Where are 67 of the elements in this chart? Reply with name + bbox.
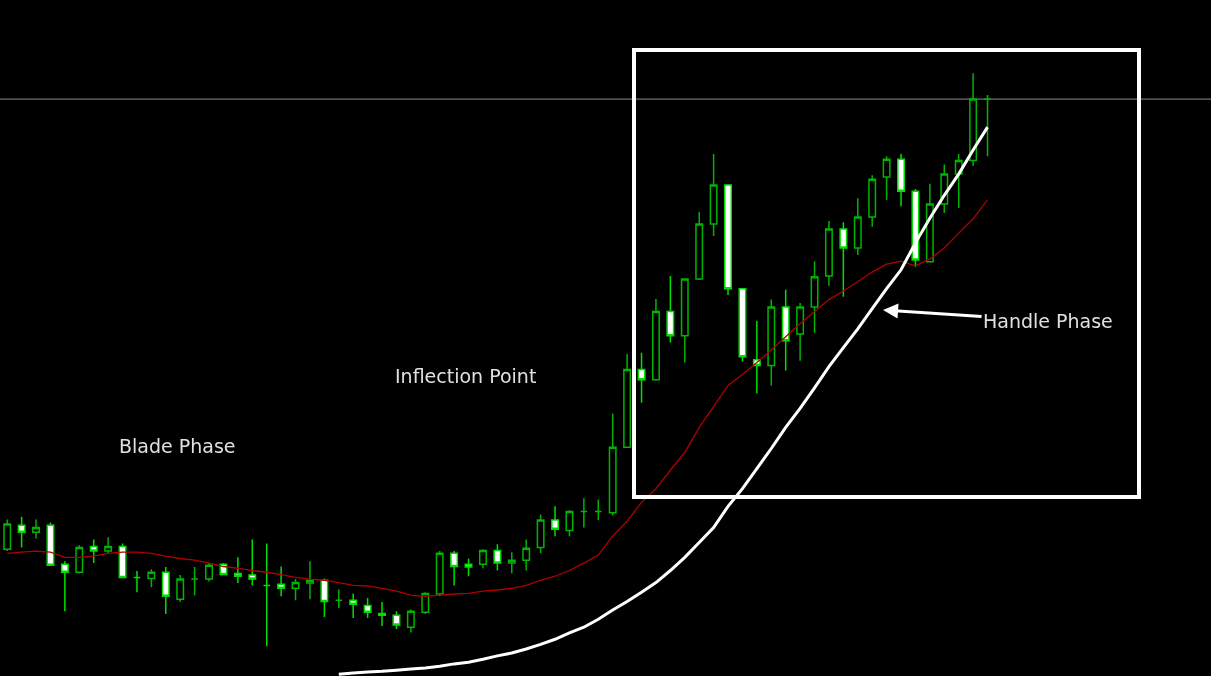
candlestick (277, 565, 286, 598)
candlestick (60, 560, 69, 612)
candlestick (75, 544, 84, 575)
candlestick (666, 275, 675, 344)
candlestick (46, 521, 55, 567)
candlestick (305, 560, 314, 600)
candlestick (868, 174, 877, 228)
candlestick (320, 577, 329, 618)
candlestick (637, 352, 646, 404)
candlestick (464, 557, 473, 577)
candlestick (450, 550, 459, 587)
candlestick (32, 518, 41, 540)
candlestick (132, 570, 141, 594)
candlestick (911, 188, 920, 268)
candlestick (248, 538, 257, 587)
candlestick (810, 260, 819, 334)
candlestick (190, 566, 199, 596)
candlestick (378, 601, 387, 627)
candlestick (796, 302, 805, 362)
candlestick (507, 551, 516, 575)
candlestick (104, 536, 113, 555)
candlestick (262, 542, 271, 647)
candlestick (724, 183, 733, 296)
candlestick (478, 548, 487, 569)
candlestick (579, 497, 588, 529)
candlestick (709, 153, 718, 237)
candlestick (118, 542, 127, 579)
candlestick (349, 592, 358, 619)
candlestick (522, 538, 531, 572)
candlestick (651, 298, 660, 381)
candlestick (781, 289, 790, 372)
annotation: Blade Phase (119, 435, 236, 457)
candlestick (839, 221, 848, 298)
candlestick (594, 498, 603, 521)
candlestick (147, 568, 156, 588)
candlestick (752, 320, 761, 395)
annotation: Inflection Point (395, 365, 537, 387)
candlestick (233, 556, 242, 584)
candlestick (3, 518, 12, 552)
candlestick (536, 513, 545, 555)
candlestick (161, 566, 170, 615)
candlestick (176, 574, 185, 603)
candlestick (435, 550, 444, 598)
candlestick (738, 287, 747, 363)
candlestick (969, 72, 978, 167)
candlestick (205, 562, 214, 583)
candlestick (406, 608, 415, 634)
candlestick (897, 153, 905, 207)
candlestick (493, 543, 502, 572)
candlestick (363, 597, 372, 619)
candlestick (17, 515, 26, 549)
candlestick (551, 505, 560, 537)
candlestick (623, 353, 632, 449)
candlestick (767, 298, 776, 387)
candlestick (89, 538, 98, 564)
candlestick (695, 211, 704, 281)
candlestick (983, 94, 992, 158)
candlestick (565, 509, 574, 537)
candlestick (680, 278, 689, 364)
candlestick (291, 578, 300, 602)
candlestick (882, 155, 891, 201)
candlestick (853, 197, 862, 256)
candlestick (608, 412, 617, 517)
candlestick (392, 610, 401, 630)
candlestick (334, 588, 343, 610)
candlestick (824, 220, 833, 287)
annotation: Handle Phase (983, 310, 1113, 332)
